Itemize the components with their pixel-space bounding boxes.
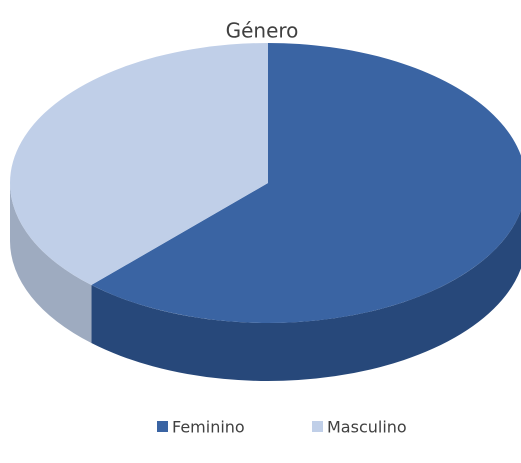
chart-title: Género	[226, 19, 299, 43]
legend-label: Feminino	[172, 418, 245, 437]
pie-slice	[91, 43, 521, 323]
pie-side	[91, 210, 521, 381]
pie-slice	[10, 43, 268, 286]
pie-side	[10, 183, 92, 344]
legend-label: Masculino	[327, 418, 407, 437]
legend-swatch	[312, 421, 323, 432]
legend-swatch	[157, 421, 168, 432]
